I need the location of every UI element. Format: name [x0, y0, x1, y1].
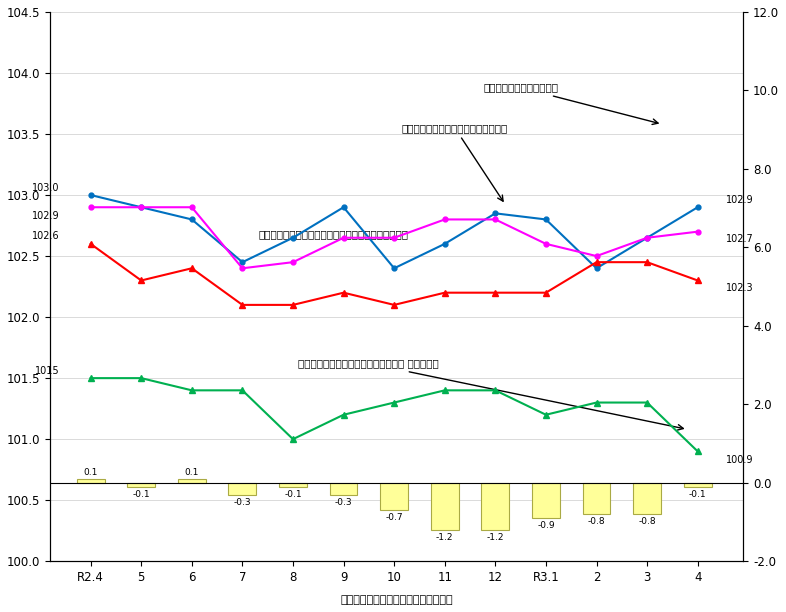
Bar [229, 483, 256, 494]
Bar [279, 483, 307, 487]
Text: -0.3: -0.3 [233, 498, 252, 507]
Text: 0.1: 0.1 [83, 468, 97, 477]
Text: 【緑】食料及びエネルギーを除く総合 （左目盛）: 【緑】食料及びエネルギーを除く総合 （左目盛） [299, 359, 683, 430]
Text: 102.9: 102.9 [31, 211, 59, 221]
Text: -0.3: -0.3 [335, 498, 352, 507]
Text: -1.2: -1.2 [487, 533, 504, 542]
Text: 【紫】生鮮食品及びエネルギーを除く総合（左目盛）: 【紫】生鮮食品及びエネルギーを除く総合（左目盛） [259, 229, 409, 239]
Text: 100.9: 100.9 [725, 455, 753, 465]
Bar [178, 479, 206, 483]
Bar [532, 483, 560, 518]
Bar [77, 479, 105, 483]
Text: 0.1: 0.1 [185, 468, 199, 477]
Text: 102.9: 102.9 [725, 195, 753, 205]
Bar [634, 483, 661, 514]
Text: 102.6: 102.6 [31, 231, 59, 241]
Text: 【青】総合指数（左目盛）: 【青】総合指数（左目盛） [483, 83, 658, 124]
Text: -1.2: -1.2 [436, 533, 454, 542]
Text: -0.1: -0.1 [689, 490, 707, 499]
Text: -0.1: -0.1 [285, 490, 302, 499]
Bar [127, 483, 155, 487]
Bar [380, 483, 408, 510]
Text: -0.9: -0.9 [537, 521, 555, 530]
Text: 1015: 1015 [35, 366, 59, 376]
Text: 【赤】生鮮食品を除く総合（左目盛）: 【赤】生鮮食品を除く総合（左目盛） [402, 123, 508, 201]
Text: -0.8: -0.8 [638, 517, 656, 526]
Text: 102.3: 102.3 [725, 283, 753, 293]
Text: -0.8: -0.8 [588, 517, 605, 526]
Bar [329, 483, 358, 494]
Text: 102.7: 102.7 [725, 234, 753, 244]
Bar [684, 483, 711, 487]
X-axis label: 総合指数対前年同月上昇率（右目盛）: 総合指数対前年同月上昇率（右目盛） [340, 595, 453, 605]
Text: 103.0: 103.0 [31, 182, 59, 193]
Text: -0.7: -0.7 [385, 513, 403, 523]
Bar [481, 483, 509, 530]
Text: -0.1: -0.1 [132, 490, 150, 499]
Bar [431, 483, 459, 530]
Bar [582, 483, 611, 514]
